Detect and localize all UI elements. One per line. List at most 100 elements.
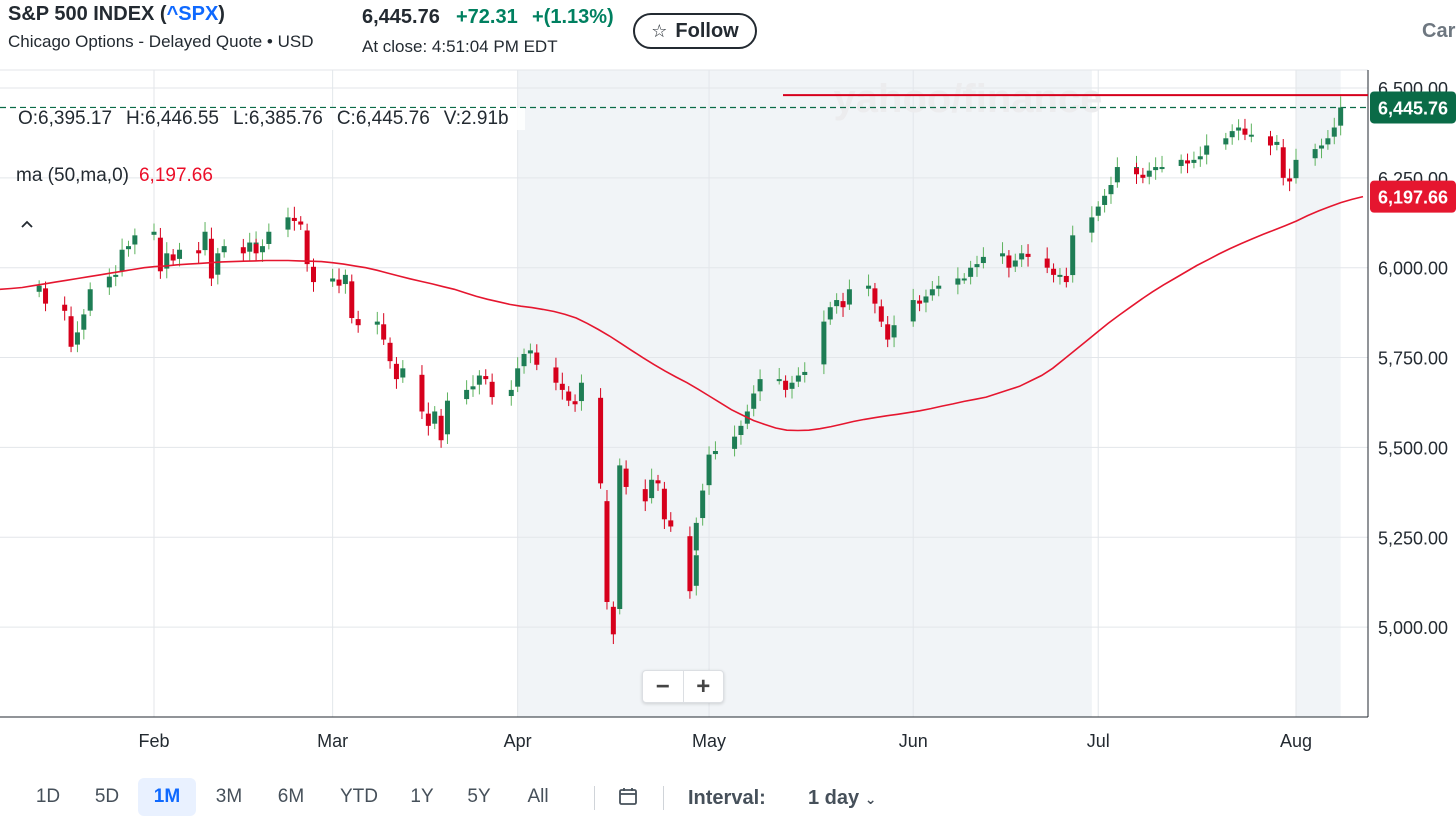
ticker-symbol[interactable]: ^SPX [166, 3, 219, 25]
range-button-1y[interactable]: 1Y [410, 786, 434, 807]
candle-body [521, 353, 527, 367]
candle-body [1159, 167, 1165, 170]
candle-body [196, 250, 202, 254]
candle-body [1102, 195, 1108, 205]
candle-body [738, 425, 744, 436]
candle-body [125, 246, 131, 250]
candle-body [285, 217, 291, 230]
candle-body [87, 289, 93, 311]
exchange-subtitle: Chicago Options - Delayed Quote • USD [8, 32, 314, 51]
candle-body [1331, 127, 1337, 137]
ma-indicator-label[interactable]: ma (50,ma,0) 6,197.66 [16, 165, 213, 187]
candle-body [1012, 260, 1018, 267]
candle-body [215, 253, 221, 275]
range-button-5d[interactable]: 5D [94, 786, 120, 807]
last-price: 6,445.76 [362, 6, 440, 28]
x-tick-label: Aug [1280, 731, 1312, 751]
zoom-controls: − + [642, 670, 724, 703]
candle-body [795, 375, 801, 382]
candle-body [1319, 145, 1325, 149]
yahoo-finance-watermark: yahoo/finance [834, 77, 1103, 121]
candle-body [1204, 145, 1210, 155]
candle-body [757, 379, 763, 392]
ma-price-tag [1370, 180, 1456, 213]
candle-body [266, 231, 272, 244]
candle-body [706, 454, 712, 486]
high-value: H:6,446.55 [126, 108, 219, 129]
candle-body [106, 276, 112, 288]
candle-body [534, 352, 540, 365]
range-button-3m[interactable]: 3M [215, 786, 243, 807]
candle-body [113, 274, 119, 277]
candle-body [891, 325, 897, 338]
candle-body [253, 244, 259, 254]
candle-body [1044, 258, 1050, 268]
candle-body [1185, 160, 1191, 164]
title-prefix: S&P 500 INDEX ( [8, 3, 167, 25]
range-button-1d[interactable]: 1D [35, 786, 61, 807]
range-button-all[interactable]: All [527, 786, 549, 807]
star-icon: ☆ [651, 20, 668, 41]
candle-body [751, 393, 757, 409]
candle-body [623, 468, 629, 487]
candle-body [1197, 156, 1203, 160]
candlestick-chart[interactable]: yahoo/finance 5,000.00 5,250.00 5,500.00 5,7… [0, 0, 1456, 770]
calendar-icon[interactable] [618, 786, 638, 811]
candle-body [693, 555, 699, 586]
candle-body [1280, 147, 1286, 178]
candle-body [668, 520, 674, 527]
candle-body [444, 400, 450, 435]
candle-body [1019, 253, 1025, 260]
range-button-5y[interactable]: 5Y [467, 786, 491, 807]
candle-body [732, 436, 738, 449]
low-value: L:6,385.76 [233, 108, 323, 129]
candle-body [559, 383, 565, 390]
candle-body [866, 285, 872, 289]
chevron-up-icon[interactable] [20, 214, 34, 234]
range-button-ytd[interactable]: YTD [340, 786, 378, 807]
candle-body [1089, 217, 1095, 233]
candle-body [515, 368, 521, 387]
range-button-1m[interactable]: 1M [138, 778, 196, 816]
price-change-percent: +(1.13%) [532, 6, 614, 28]
candle-body [387, 342, 393, 362]
candle-body [821, 321, 827, 365]
candle-body [840, 301, 846, 308]
x-tick-label: Jul [1087, 731, 1110, 751]
zoom-out-button[interactable]: − [643, 671, 684, 702]
candle-body [240, 247, 246, 254]
y-tick-label: 5,750.00 [1378, 349, 1448, 369]
open-value: O:6,395.17 [18, 108, 113, 129]
candle-body [617, 465, 623, 609]
x-tick-label: Apr [504, 731, 532, 751]
candle-body [157, 237, 163, 272]
divider [663, 786, 664, 810]
candle-body [119, 249, 125, 272]
shaded-period [1296, 70, 1341, 717]
candle-body [1000, 253, 1006, 257]
candle-body [508, 389, 514, 397]
zoom-in-button[interactable]: + [696, 672, 711, 700]
candle-body [247, 242, 253, 252]
candle-body [1095, 206, 1101, 216]
follow-button[interactable]: ☆ Follow [633, 13, 757, 49]
candle-body [700, 490, 706, 519]
candle-body [470, 386, 476, 390]
candle-body [1070, 235, 1076, 276]
candle-body [776, 379, 782, 382]
candle-body [649, 479, 655, 499]
candle-body [1312, 149, 1318, 159]
candle-body [419, 374, 425, 412]
candle-body [381, 324, 387, 340]
interval-dropdown[interactable]: 1 day ⌄ [808, 787, 876, 810]
candle-body [604, 501, 610, 602]
candle-body [1248, 134, 1254, 137]
ma-name: ma (50,ma,0) [16, 165, 129, 186]
candle-body [1236, 127, 1242, 131]
range-button-6m[interactable]: 6M [277, 786, 305, 807]
quote-title: S&P 500 INDEX (^SPX) [8, 3, 225, 26]
candle-body [642, 489, 648, 502]
candle-body [968, 267, 974, 277]
candle-body [834, 300, 840, 307]
candle-body [1146, 170, 1152, 177]
